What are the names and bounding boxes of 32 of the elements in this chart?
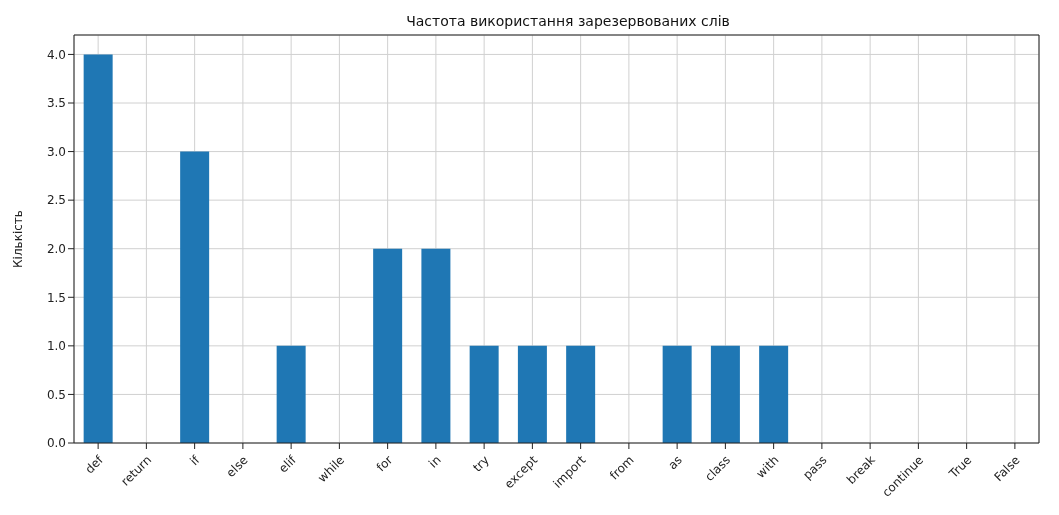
y-tick-label: 3.5 <box>46 96 66 111</box>
bar <box>710 345 740 443</box>
bar <box>276 345 306 443</box>
bar <box>83 54 113 443</box>
bar <box>759 345 789 443</box>
chart-title: Частота використання зарезервованих слів <box>406 13 730 29</box>
x-tick-label: True <box>945 452 975 482</box>
bar <box>373 248 403 443</box>
bar <box>517 345 547 443</box>
x-tick-label: def <box>82 452 107 477</box>
y-axis-title: Кількість <box>11 210 26 268</box>
bar <box>566 345 596 443</box>
y-tick-label: 1.0 <box>46 339 66 354</box>
bar <box>662 345 692 443</box>
y-tick-label: 0.5 <box>46 387 66 402</box>
x-tick-label: elif <box>276 452 300 476</box>
x-tick-label: as <box>665 452 685 473</box>
y-tick-label: 3.0 <box>46 144 66 159</box>
bar <box>180 151 210 443</box>
bar <box>469 345 499 443</box>
y-tick-label: 2.5 <box>46 193 66 208</box>
x-tick-label: try <box>470 452 492 475</box>
x-tick-label: with <box>753 452 782 481</box>
x-tick-label: in <box>426 452 444 471</box>
x-tick-label: if <box>187 452 203 469</box>
x-tick-label: else <box>223 452 251 480</box>
y-tick-label: 0.0 <box>46 436 66 451</box>
y-tick-label: 4.0 <box>46 47 66 62</box>
y-tick-label: 1.5 <box>46 290 66 305</box>
y-tick-label: 2.0 <box>46 241 66 256</box>
bar <box>421 248 451 443</box>
x-tick-label: for <box>373 452 396 475</box>
